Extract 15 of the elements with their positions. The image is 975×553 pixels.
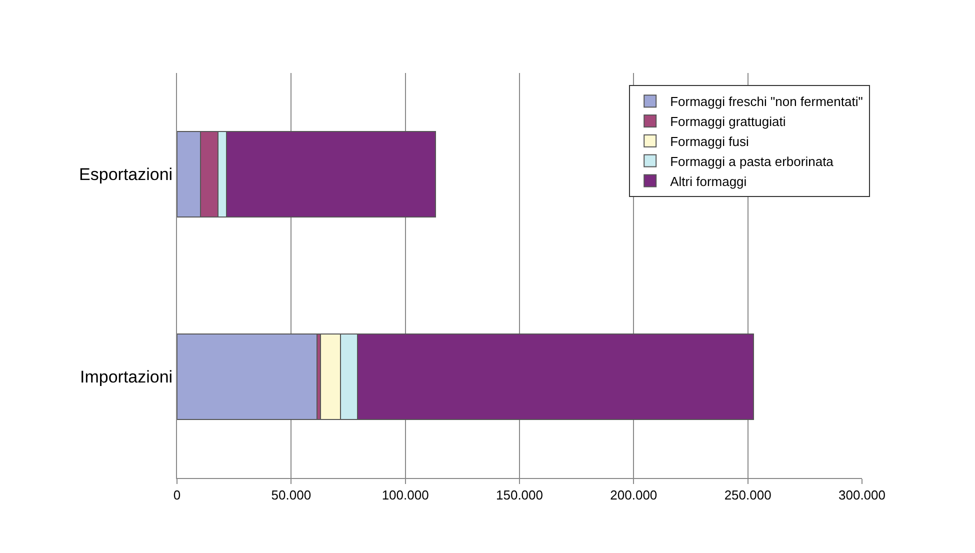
bar xyxy=(177,334,318,420)
x-tick-label: 250.000 xyxy=(724,488,772,503)
legend-label: Altri formaggi xyxy=(670,174,747,189)
legend-label: Formaggi grattugiati xyxy=(670,114,786,130)
y-tick-label: Importazioni xyxy=(80,368,173,387)
x-tick-label: 300.000 xyxy=(838,488,886,503)
legend-label: Formaggi fusi xyxy=(670,134,749,149)
x-tick-label: 50.000 xyxy=(271,488,312,503)
legend-label: Formaggi freschi "non fermentati" xyxy=(670,94,864,110)
x-tick-label: 0 xyxy=(173,488,181,503)
x-tick-label: 150.000 xyxy=(496,488,543,503)
x-tick-label: 200.000 xyxy=(610,488,658,503)
legend-label: Formaggi a pasta erborinata xyxy=(670,154,834,169)
x-tick-label: 100.000 xyxy=(382,488,429,503)
y-tick-label: Esportazioni xyxy=(79,165,173,184)
